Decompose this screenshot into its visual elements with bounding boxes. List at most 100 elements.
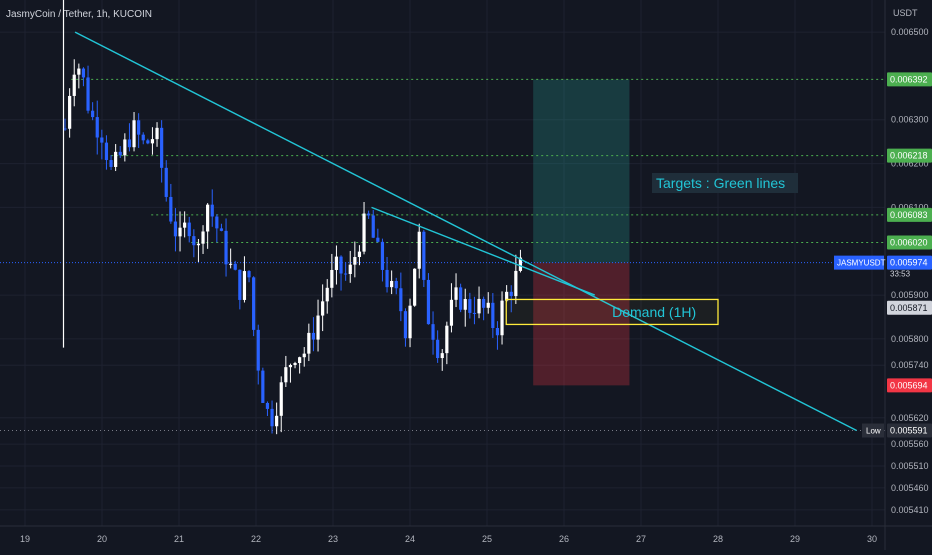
candle [500,300,504,336]
x-tick-label: 29 [790,534,800,544]
candle [201,231,205,244]
candle [187,222,191,237]
candle [265,402,270,409]
candle [399,288,403,312]
candle [215,216,219,229]
candle [224,230,228,265]
grid-lines [0,0,885,526]
candle [339,256,343,274]
candle [247,271,251,278]
y-tick-label: 0.005460 [891,483,929,493]
candle [376,237,380,242]
trendline [74,31,857,432]
candle [334,256,339,270]
candle [219,228,224,231]
candle [118,151,122,156]
target-price-tag-bg [887,207,932,222]
candle [132,120,136,148]
candle [160,127,164,168]
candle [68,95,72,129]
candle [146,140,150,144]
candle [279,382,283,416]
candle [426,279,431,325]
y-tick-label: 0.005800 [891,334,929,344]
candle [385,269,389,288]
candle [491,302,495,329]
symbol-tag-bg [834,255,884,270]
x-tick-label: 25 [482,534,492,544]
candle [514,270,518,297]
candle [472,312,477,314]
target-price-tag: 0.006083 [890,210,928,220]
candle [256,329,260,371]
time-axis[interactable]: 19 20 21 22 23 24 25 26 27 28 29 30 [0,525,932,544]
candle [367,213,371,216]
target-price-tag: 0.006218 [890,151,928,161]
candle [344,273,348,275]
candle [141,134,145,141]
candle [302,353,306,358]
low-tag: Low [866,427,881,436]
targets-annotation[interactable]: Targets : Green lines [656,175,785,191]
candle [270,408,274,427]
y-tick-label: 0.005620 [891,413,929,423]
x-tick-label: 22 [251,534,261,544]
x-tick-label: 21 [174,534,184,544]
candle [72,74,76,96]
target-price-tag-bg [887,235,932,250]
candle [86,77,90,111]
candle [288,364,293,368]
low-tag-bg [862,423,884,438]
candle [408,305,412,339]
current-price-tag: 0.005974 [890,258,928,268]
x-tick-label: 20 [97,534,107,544]
candle [325,287,329,302]
target-price-tag-bg [887,148,932,163]
candle [169,196,173,222]
current-price-tag-bg [887,255,932,270]
long-position-tool[interactable] [533,79,798,386]
y-tick-label: 0.006100 [891,202,929,212]
candle [417,231,421,269]
demand-zone[interactable]: Demand (1H) [505,298,719,326]
target-price-tag-bg [887,72,932,87]
x-tick-label: 27 [636,534,646,544]
target-lines [0,78,885,432]
trendline [371,206,596,296]
y-tick-label: 0.005410 [891,505,929,515]
x-tick-label: 26 [559,534,569,544]
x-tick-label: 30 [867,534,877,544]
candle [459,287,463,310]
candle [155,127,159,140]
candle [316,315,320,340]
candle [293,363,297,365]
candle [353,257,357,265]
stop-price-tag: 0.005694 [890,380,928,390]
low-price-tag: 0.005591 [890,426,928,436]
x-tick-label: 23 [328,534,338,544]
candle [261,370,265,403]
x-tick-label: 24 [405,534,415,544]
candle [390,280,394,288]
candle [477,298,481,314]
price-axis[interactable]: 0.006500 0.006300 0.006200 0.006100 0.005900… [834,0,932,550]
y-tick-label: 0.005510 [891,461,929,471]
candle [127,139,132,148]
y-tick-label: 0.006300 [891,115,929,125]
candle [252,277,256,330]
target-price-tag: 0.006392 [890,74,928,84]
candle [413,268,417,306]
candle [298,357,302,364]
x-tick-label: 19 [20,534,30,544]
chart-title: JasmyCoin / Tether, 1h, KUCOIN [6,9,152,20]
candle [486,302,490,308]
candles [62,0,523,435]
candle [91,110,95,118]
y-tick-label: 0.005740 [891,360,929,370]
candle [81,68,86,78]
candle [77,68,81,75]
trendlines[interactable] [74,31,857,432]
candle [233,263,237,270]
symbol-tag: JASMYUSDT [837,259,886,268]
